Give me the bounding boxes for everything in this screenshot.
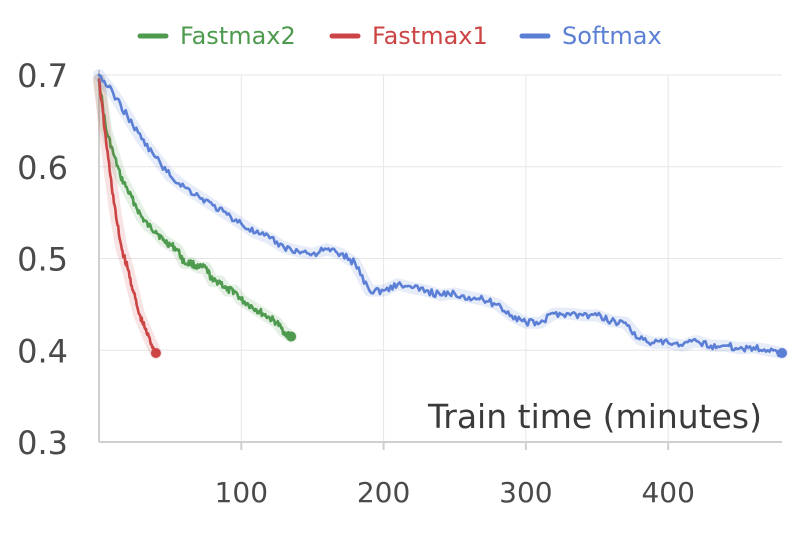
y-tick-label: 0.5 — [17, 241, 68, 279]
axes — [98, 70, 782, 450]
x-tick-label: 100 — [215, 476, 268, 509]
y-tick-labels: 0.3 0.4 0.5 0.6 0.7 — [17, 57, 68, 462]
x-axis-title: Train time (minutes) — [427, 397, 762, 436]
y-tick-label: 0.6 — [17, 149, 68, 187]
legend-label-fastmax1[interactable]: Fastmax1 — [372, 22, 488, 50]
x-tick-labels: 100 200 300 400 — [215, 476, 695, 509]
y-tick-label: 0.3 — [17, 424, 68, 462]
legend-label-softmax[interactable]: Softmax — [562, 22, 662, 50]
series-lines — [93, 69, 788, 359]
legend-label-fastmax2[interactable]: Fastmax2 — [180, 22, 296, 50]
x-tick-label: 300 — [499, 476, 552, 509]
series-end-marker-softmax — [777, 348, 787, 359]
series-end-marker-fastmax1 — [150, 348, 161, 359]
series-line-softmax — [97, 73, 784, 358]
y-tick-label: 0.7 — [17, 57, 68, 95]
x-tick-label: 200 — [357, 476, 410, 509]
series-band-softmax — [93, 69, 788, 359]
legend[interactable]: Fastmax2 Fastmax1 Softmax — [137, 22, 662, 50]
y-tick-label: 0.4 — [17, 332, 68, 370]
x-tick-label: 400 — [641, 476, 694, 509]
series-line-fastmax2 — [97, 78, 293, 339]
grid — [99, 74, 782, 443]
series-end-marker-fastmax2 — [286, 331, 297, 342]
series-line-fastmax1 — [97, 78, 158, 355]
